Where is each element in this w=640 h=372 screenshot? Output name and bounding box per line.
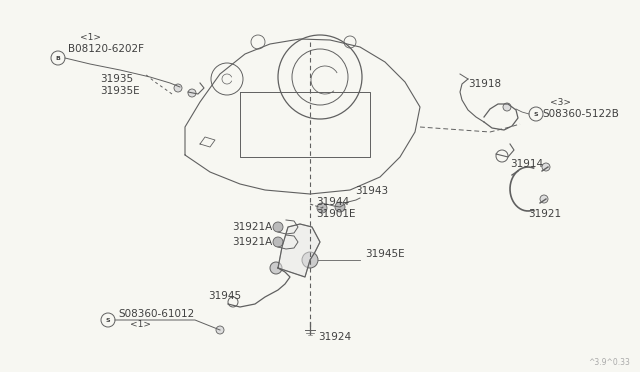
Text: <3>: <3> xyxy=(550,98,571,107)
Circle shape xyxy=(216,326,224,334)
Circle shape xyxy=(228,297,238,307)
Text: B08120-6202F: B08120-6202F xyxy=(68,44,144,54)
Circle shape xyxy=(542,163,550,171)
Text: B: B xyxy=(56,55,60,61)
Circle shape xyxy=(101,313,115,327)
Text: S08360-61012: S08360-61012 xyxy=(118,309,195,319)
Text: 31921A: 31921A xyxy=(232,237,272,247)
Text: 31924: 31924 xyxy=(318,332,351,342)
Text: 31944: 31944 xyxy=(316,197,349,207)
Text: 31921: 31921 xyxy=(528,209,561,219)
Text: 31918: 31918 xyxy=(468,79,501,89)
Circle shape xyxy=(503,103,511,111)
Circle shape xyxy=(529,107,543,121)
Circle shape xyxy=(496,150,508,162)
Circle shape xyxy=(273,237,283,247)
Text: 31935: 31935 xyxy=(100,74,133,84)
Circle shape xyxy=(302,252,318,268)
Circle shape xyxy=(270,262,282,274)
Circle shape xyxy=(273,222,283,232)
Text: 31901E: 31901E xyxy=(316,209,355,219)
Polygon shape xyxy=(278,224,320,277)
Text: <1>: <1> xyxy=(130,320,151,329)
Circle shape xyxy=(188,89,196,97)
Text: 31935E: 31935E xyxy=(100,86,140,96)
Text: 31945E: 31945E xyxy=(365,249,404,259)
Circle shape xyxy=(174,84,182,92)
Text: 31921A: 31921A xyxy=(232,222,272,232)
Text: S: S xyxy=(106,317,110,323)
Text: ^3.9^0.33: ^3.9^0.33 xyxy=(588,358,630,367)
Text: S08360-5122B: S08360-5122B xyxy=(542,109,619,119)
Text: 31914: 31914 xyxy=(510,159,543,169)
Text: 31945: 31945 xyxy=(208,291,241,301)
Circle shape xyxy=(335,202,345,212)
Text: S: S xyxy=(534,112,538,116)
Circle shape xyxy=(540,195,548,203)
Circle shape xyxy=(51,51,65,65)
Text: <1>: <1> xyxy=(80,33,101,42)
Text: 31943: 31943 xyxy=(355,186,388,196)
Circle shape xyxy=(317,203,327,213)
